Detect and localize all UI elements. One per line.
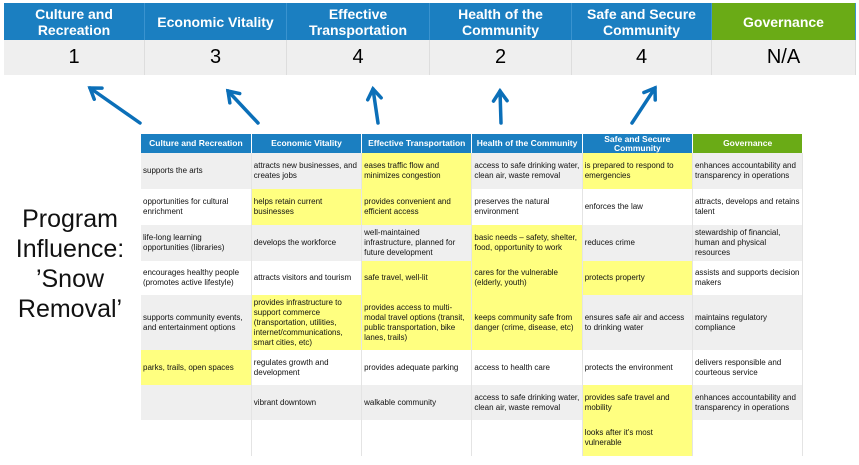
table-cell: eases traffic flow and minimizes congest… xyxy=(361,153,473,189)
category-score: 2 xyxy=(430,40,572,75)
table-cell xyxy=(692,420,804,456)
table-cell: provides adequate parking xyxy=(361,350,473,385)
table-cell: is prepared to respond to emergencies xyxy=(582,153,693,189)
arrow-icon xyxy=(491,87,509,125)
table-row: opportunities for cultural enrichment hel… xyxy=(141,189,804,225)
table-cell: encourages healthy people (promotes acti… xyxy=(141,261,252,295)
table-row: looks after it's most vulnerable xyxy=(141,420,804,456)
table-cell: delivers responsible and courteous servi… xyxy=(692,350,804,385)
table-cell: provides access to multi-modal travel op… xyxy=(361,295,473,350)
table-row: life-long learning opportunities (librar… xyxy=(141,225,804,261)
table-cell: provides safe travel and mobility xyxy=(582,385,693,420)
category-header: Economic Vitality xyxy=(145,3,287,40)
column-header: Safe and Secure Community xyxy=(582,134,693,153)
category-score: 4 xyxy=(287,40,430,75)
program-caption: Program Influence: ’Snow Removal’ xyxy=(15,205,125,323)
category-header: Safe and Secure Community xyxy=(572,3,712,40)
category-header: Culture and Recreation xyxy=(4,3,145,40)
table-cell: regulates growth and development xyxy=(251,350,363,385)
table-cell: ensures safe air and access to drinking … xyxy=(582,295,693,350)
table-cell: attracts visitors and tourism xyxy=(251,261,363,295)
category-score: 1 xyxy=(4,40,145,75)
table-cell xyxy=(141,420,252,456)
table-cell: well-maintained infrastructure, planned … xyxy=(361,225,473,261)
category-header: Governance xyxy=(712,3,856,40)
column-header: Economic Vitality xyxy=(251,134,363,153)
table-cell: preserves the natural environment xyxy=(471,189,583,225)
score-summary: Culture and Recreation 1 Economic Vitality… xyxy=(4,3,856,75)
table-cell: reduces crime xyxy=(582,225,693,261)
table-cell: protects the environment xyxy=(582,350,693,385)
table-cell: provides infrastructure to support comme… xyxy=(251,295,363,350)
category-header: Effective Transportation xyxy=(287,3,430,40)
table-cell xyxy=(361,420,473,456)
table-cell: provides convenient and efficient access xyxy=(361,189,473,225)
table-cell: vibrant downtown xyxy=(251,385,363,420)
table-row: supports the arts attracts new businesses… xyxy=(141,153,804,189)
table-cell: maintains regulatory compliance xyxy=(692,295,804,350)
table-cell: access to safe drinking water, clean air… xyxy=(471,385,583,420)
category-score: N/A xyxy=(712,40,856,75)
table-cell: looks after it's most vulnerable xyxy=(582,420,693,456)
table-row: parks, trails, open spaces regulates grow… xyxy=(141,350,804,385)
column-header: Governance xyxy=(692,134,804,153)
table-cell: safe travel, well-lit xyxy=(361,261,473,295)
arrow-icon xyxy=(87,86,142,125)
category-header: Health of the Community xyxy=(430,3,572,40)
table-cell: keeps community safe from danger (crime,… xyxy=(471,295,583,350)
column-header: Effective Transportation xyxy=(361,134,473,153)
table-cell: supports the arts xyxy=(141,153,252,189)
table-cell: attracts new businesses, and creates job… xyxy=(251,153,363,189)
table-cell: assists and supports decision makers xyxy=(692,261,804,295)
table-cell: enhances accountability and transparency… xyxy=(692,153,804,189)
arrow-icon xyxy=(225,88,260,125)
table-cell: opportunities for cultural enrichment xyxy=(141,189,252,225)
table-cell: walkable community xyxy=(361,385,473,420)
arrow-icon xyxy=(630,85,657,125)
table-cell: basic needs – safety, shelter, food, opp… xyxy=(471,225,583,261)
table-cell: access to safe drinking water, clean air… xyxy=(471,153,583,189)
column-header: Health of the Community xyxy=(471,134,583,153)
arrow-icon xyxy=(365,85,383,125)
column-header: Culture and Recreation xyxy=(141,134,252,153)
table-cell: attracts, develops and retains talent xyxy=(692,189,804,225)
table-cell: cares for the vulnerable (elderly, youth… xyxy=(471,261,583,295)
table-cell: stewardship of financial, human and phys… xyxy=(692,225,804,261)
category-score: 4 xyxy=(572,40,712,75)
table-cell xyxy=(141,385,252,420)
table-cell: life-long learning opportunities (librar… xyxy=(141,225,252,261)
table-row: supports community events, and entertain… xyxy=(141,295,804,350)
table-cell: develops the workforce xyxy=(251,225,363,261)
table-row: vibrant downtown walkable community access… xyxy=(141,385,804,420)
table-cell: enforces the law xyxy=(582,189,693,225)
table-cell: protects property xyxy=(582,261,693,295)
table-cell: enhances accountability and transparency… xyxy=(692,385,804,420)
table-cell xyxy=(251,420,363,456)
table-cell: access to health care xyxy=(471,350,583,385)
table-cell xyxy=(471,420,583,456)
table-cell: supports community events, and entertain… xyxy=(141,295,252,350)
influence-table: Culture and Recreation Economic Vitality E… xyxy=(141,134,804,456)
table-cell: helps retain current businesses xyxy=(251,189,363,225)
table-cell: parks, trails, open spaces xyxy=(141,350,252,385)
table-row: encourages healthy people (promotes acti… xyxy=(141,261,804,295)
category-score: 3 xyxy=(145,40,287,75)
